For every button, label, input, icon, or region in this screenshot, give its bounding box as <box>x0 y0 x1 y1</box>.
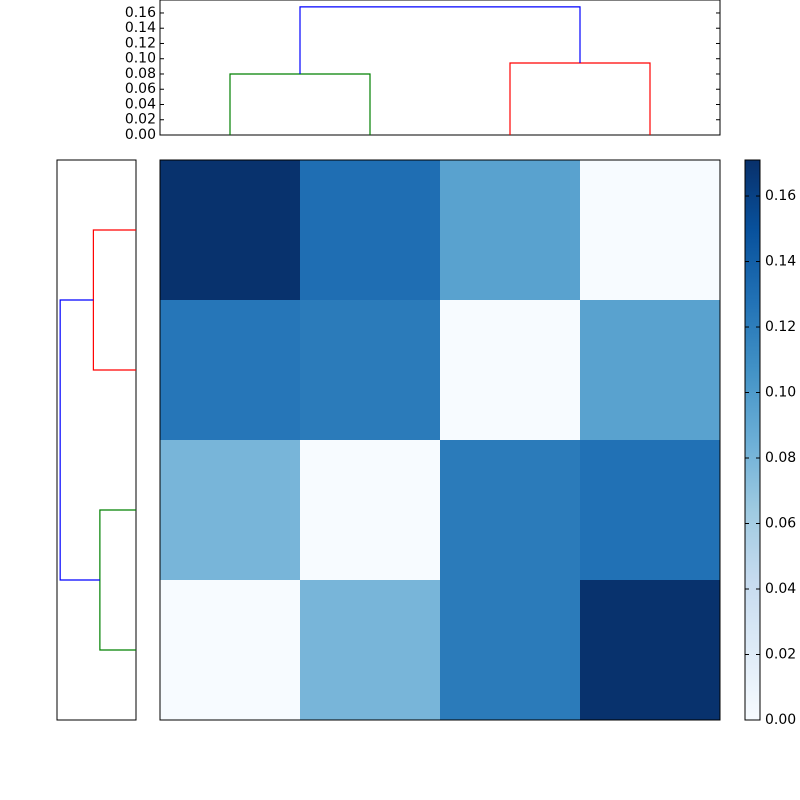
heatmap-cell <box>580 160 721 301</box>
heatmap-frame <box>159 159 721 721</box>
colorbar-tick-label: 0.12 <box>765 319 796 335</box>
colorbar-tick-label: 0.00 <box>765 712 796 728</box>
heatmap-cell <box>580 580 721 721</box>
colorbar-tick-label: 0.06 <box>765 516 796 532</box>
y-tick-label: 0.04 <box>125 96 156 112</box>
heatmap-cell <box>300 160 441 301</box>
colorbar <box>745 160 760 720</box>
dendrogram-link <box>92 229 136 371</box>
colorbar-tick-label: 0.02 <box>765 647 796 663</box>
heatmap-cell <box>300 300 441 441</box>
y-tick-label: 0.08 <box>125 66 156 82</box>
colorbar-tick-label: 0.16 <box>765 188 796 204</box>
heatmap-cell <box>580 300 721 441</box>
colorbar-tick-label: 0.14 <box>765 254 796 270</box>
dendrogram-link <box>299 6 581 74</box>
dendrogram-frame <box>159 0 721 136</box>
heatmap-cell <box>580 440 721 581</box>
heatmap-cell <box>160 160 301 301</box>
y-tick-label: 0.14 <box>125 20 156 36</box>
heatmap-cell <box>160 580 301 721</box>
y-tick-label: 0.10 <box>125 51 156 67</box>
heatmap-cell <box>300 440 441 581</box>
y-tick-label: 0.06 <box>125 81 156 97</box>
colorbar-tick-label: 0.10 <box>765 385 796 401</box>
heatmap-cell <box>300 580 441 721</box>
y-tick-label: 0.16 <box>125 5 156 21</box>
dendrogram-frame <box>56 159 137 721</box>
colorbar-frame <box>744 159 761 721</box>
dendrogram-link <box>509 62 651 135</box>
heatmap-cell <box>440 160 581 301</box>
colorbar-tick-label: 0.04 <box>765 581 796 597</box>
y-tick-label: 0.12 <box>125 35 156 51</box>
dendrogram-link <box>99 509 136 651</box>
dendrogram-link <box>229 73 371 135</box>
y-tick-label: 0.02 <box>125 112 156 128</box>
dendrogram-link <box>59 299 100 581</box>
heatmap-cell <box>440 580 581 721</box>
heatmap-cell <box>440 440 581 581</box>
y-tick-label: 0.00 <box>125 127 156 143</box>
heatmap-cell <box>440 300 581 441</box>
heatmap-cell <box>160 300 301 441</box>
colorbar-tick-label: 0.08 <box>765 450 796 466</box>
heatmap-cell <box>160 440 301 581</box>
